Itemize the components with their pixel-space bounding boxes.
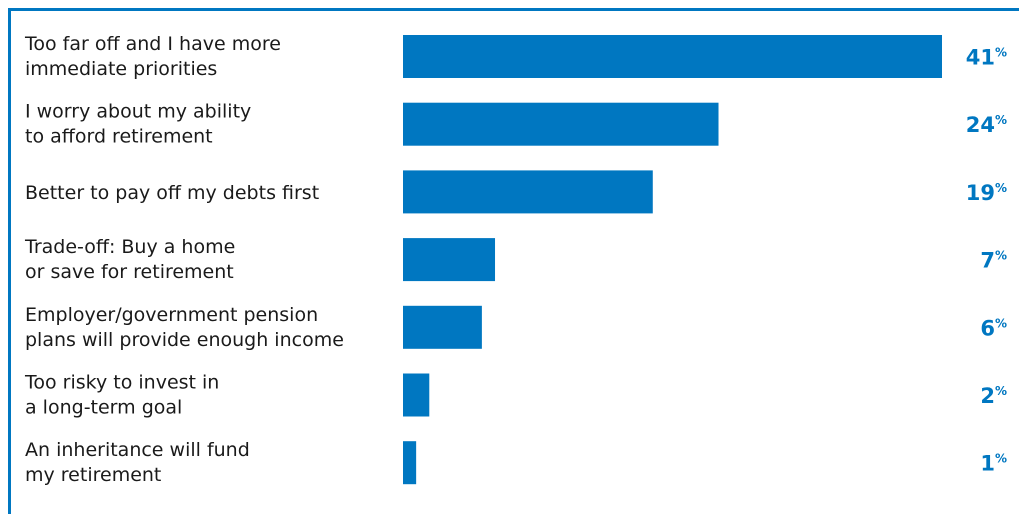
value-percent-sign: % — [995, 181, 1007, 195]
bar-5 — [403, 373, 430, 417]
category-label-1: I worry about my ability to afford retire… — [25, 101, 251, 148]
category-label-line: I worry about my ability — [25, 101, 251, 123]
category-label-line: plans will provide enough income — [25, 329, 344, 351]
bar-6 — [403, 441, 417, 485]
category-label-line: to afford retirement — [25, 126, 213, 148]
value-percent-sign: % — [995, 113, 1007, 127]
category-label-line: a long-term goal — [25, 397, 182, 419]
bar-0 — [403, 35, 942, 78]
value-label-3: 7% — [980, 249, 1007, 273]
category-label-line: my retirement — [25, 464, 161, 486]
value-percent-sign: % — [995, 249, 1007, 263]
value-number: 24 — [966, 113, 995, 137]
category-label-line: Too far off and I have more — [24, 33, 281, 55]
value-label-6: 1% — [980, 452, 1007, 476]
chart-frame — [8, 8, 1019, 514]
bar-3 — [403, 238, 496, 282]
value-percent-sign: % — [995, 46, 1007, 60]
value-label-0: 41% — [966, 46, 1007, 70]
value-number: 6 — [980, 316, 995, 340]
value-number: 2 — [980, 384, 995, 408]
category-label-line: or save for retirement — [25, 261, 234, 283]
category-label-line: Employer/government pension — [25, 304, 318, 326]
value-number: 41 — [966, 46, 995, 70]
value-label-4: 6% — [980, 316, 1007, 340]
category-label-6: An inheritance will fund my retirement — [25, 439, 250, 486]
value-percent-sign: % — [995, 316, 1007, 330]
category-label-2: Better to pay off my debts first — [25, 182, 319, 204]
value-number: 1 — [980, 452, 995, 476]
bar-4 — [403, 305, 482, 349]
category-label-0: Too far off and I have more immediate pri… — [24, 33, 281, 80]
value-percent-sign: % — [995, 452, 1007, 466]
value-label-2: 19% — [966, 181, 1007, 205]
category-label-line: Too risky to invest in — [24, 372, 219, 394]
bar-1 — [403, 102, 719, 146]
category-label-line: immediate priorities — [25, 58, 217, 80]
category-label-line: An inheritance will fund — [25, 439, 250, 461]
category-label-5: Too risky to invest in a long-term goal — [24, 372, 219, 419]
bar-2 — [403, 170, 653, 214]
value-label-1: 24% — [966, 113, 1007, 137]
value-percent-sign: % — [995, 384, 1007, 398]
value-number: 7 — [980, 249, 995, 273]
category-label-line: Better to pay off my debts first — [25, 182, 319, 204]
category-label-line: Trade-off: Buy a home — [24, 236, 235, 258]
value-number: 19 — [966, 181, 995, 205]
category-label-4: Employer/government pension plans will pr… — [25, 304, 344, 351]
value-label-5: 2% — [980, 384, 1007, 408]
category-label-3: Trade-off: Buy a home or save for retirem… — [24, 236, 235, 283]
